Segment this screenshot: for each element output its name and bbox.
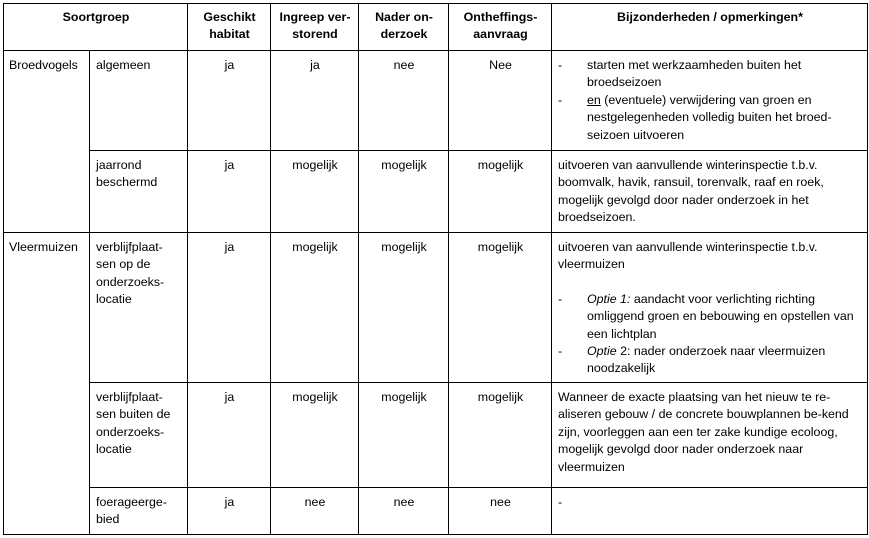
ontheffing-cell: Nee xyxy=(448,50,552,151)
ingreep-cell: mogelijk xyxy=(270,382,359,488)
nader-cell: mogelijk xyxy=(358,382,449,488)
header-nader: Nader on-derzoek xyxy=(358,3,449,51)
notes-cell: uitvoeren van aanvullende winterinspecti… xyxy=(551,150,868,233)
ontheffing-cell: mogelijk xyxy=(448,150,552,233)
nader-cell: mogelijk xyxy=(358,232,449,383)
note-text: 2: nader onderzoek naar vleermuizen nood… xyxy=(587,344,826,376)
ontheffing-cell: nee xyxy=(448,487,552,535)
ingreep-cell: mogelijk xyxy=(270,150,359,233)
option-label: Optie xyxy=(587,344,617,359)
option-label: Optie 1: xyxy=(587,291,631,306)
note-text: (eventuele) verwijdering van groen en ne… xyxy=(587,92,832,142)
header-row: Soortgroep Geschikt habitat Ingreep ver-… xyxy=(3,3,868,51)
table-row: Broedvogels algemeen ja ja nee Nee start… xyxy=(3,50,868,233)
note-item: Optie 1: aandacht voor verlichting richt… xyxy=(558,291,862,343)
note-item: starten met werkzaamheden buiten het bro… xyxy=(558,57,862,92)
header-soortgroep: Soortgroep xyxy=(3,3,188,51)
header-opmerkingen: Bijzonderheden / opmerkingen* xyxy=(551,3,868,51)
table-row: Vleermuizen verblijfplaat-sen op de onde… xyxy=(3,232,868,535)
nader-cell: nee xyxy=(358,50,449,151)
geschikt-cell: ja xyxy=(187,50,271,151)
header-geschikt: Geschikt habitat xyxy=(187,3,271,51)
table-row: verblijfplaat-sen buiten de onderzoeks-l… xyxy=(4,382,868,488)
nader-cell: nee xyxy=(358,487,449,535)
ontheffing-cell: mogelijk xyxy=(448,382,552,488)
subgroup: verblijfplaat-sen buiten de onderzoeks-l… xyxy=(89,382,188,488)
header-ingreep: Ingreep ver-storend xyxy=(270,3,359,51)
ingreep-cell: mogelijk xyxy=(270,232,359,383)
group-vleermuizen: Vleermuizen xyxy=(3,232,90,535)
table-row: foerageerge-bied ja nee nee nee - xyxy=(4,487,868,535)
subgroup: jaarrond beschermd xyxy=(89,150,188,233)
notes-cell: uitvoeren van aanvullende winterinspecti… xyxy=(551,232,868,383)
geschikt-cell: ja xyxy=(187,232,271,383)
subgroup: foerageerge-bied xyxy=(89,487,188,535)
note-intro: uitvoeren van aanvullende winterinspecti… xyxy=(558,240,818,272)
ontheffing-cell: mogelijk xyxy=(448,232,552,383)
note-text: aandacht voor verlichting richting omlig… xyxy=(587,291,854,341)
geschikt-cell: ja xyxy=(187,382,271,488)
notes-cell: - xyxy=(551,487,868,535)
group-broedvogels: Broedvogels xyxy=(3,50,90,233)
note-item: Optie 2: nader onderzoek naar vleermuize… xyxy=(558,343,862,378)
subgroup: algemeen xyxy=(89,50,188,151)
note-item: en (eventuele) verwijdering van groen en… xyxy=(558,92,862,144)
ingreep-cell: ja xyxy=(270,50,359,151)
geschikt-cell: ja xyxy=(187,487,271,535)
species-table: Soortgroep Geschikt habitat Ingreep ver-… xyxy=(3,3,868,535)
notes-cell: Wanneer de exacte plaatsing van het nieu… xyxy=(551,382,868,488)
notes-cell: starten met werkzaamheden buiten het bro… xyxy=(551,50,868,151)
subgroup: verblijfplaat-sen op de onderzoeks-locat… xyxy=(89,232,188,383)
table-row: jaarrond beschermd ja mogelijk mogelijk … xyxy=(4,150,868,233)
header-ontheffing: Ontheffings-aanvraag xyxy=(448,3,552,51)
ingreep-cell: nee xyxy=(270,487,359,535)
geschikt-cell: ja xyxy=(187,150,271,233)
nader-cell: mogelijk xyxy=(358,150,449,233)
underlined-word: en xyxy=(587,92,601,107)
